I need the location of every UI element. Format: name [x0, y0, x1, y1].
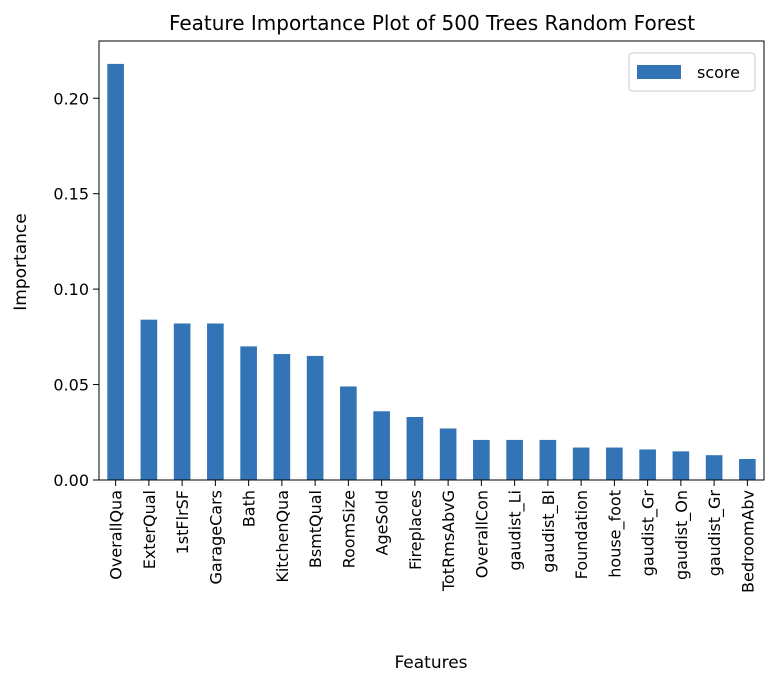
- bar-1: [140, 319, 158, 480]
- legend: score: [628, 52, 756, 92]
- x-tick-label-18: gaudist_Gr: [705, 490, 725, 577]
- x-tick-label-11: OverallCon: [472, 490, 491, 578]
- x-tick-label-16: gaudist_Gr: [639, 490, 659, 577]
- bar-7: [340, 386, 357, 480]
- bar-13: [539, 439, 557, 480]
- bar-19: [739, 459, 756, 480]
- x-tick-label-7: RoomSize: [339, 490, 358, 568]
- x-tick-label-3: GarageCars: [206, 490, 225, 584]
- bar-0: [107, 63, 124, 481]
- x-tick-label-10: TotRmsAbvG: [439, 490, 458, 592]
- x-tick-label-2: 1stFlrSF: [173, 490, 192, 554]
- x-tick-label-9: Fireplaces: [406, 490, 425, 570]
- x-axis: OverallQua ExterQual 1stFlrSF GarageCars Bat…: [107, 480, 757, 593]
- chart-title: Feature Importance Plot of 500 Trees Ran…: [169, 11, 695, 35]
- y-tick-label-4: 0.20: [53, 89, 89, 108]
- bar-14: [572, 447, 590, 480]
- y-tick-label-0: 0.00: [53, 471, 89, 490]
- bar-6: [306, 355, 324, 480]
- x-tick-label-5: KitchenQua: [273, 490, 292, 583]
- y-axis-label: Importance: [11, 213, 31, 310]
- bar-16: [639, 449, 656, 480]
- bar-17: [672, 451, 690, 480]
- bar-18: [705, 455, 723, 480]
- bar-11: [473, 439, 490, 480]
- y-tick-label-1: 0.05: [53, 376, 89, 395]
- bar-10: [439, 428, 457, 480]
- bars-group: [107, 63, 756, 481]
- x-tick-label-0: OverallQua: [107, 490, 126, 580]
- x-tick-label-13: gaudist_Bl: [539, 490, 559, 573]
- y-axis: 0.00 0.05 0.10 0.15 0.20: [53, 89, 99, 490]
- x-tick-label-14: Foundation: [572, 490, 591, 579]
- bar-2: [173, 323, 191, 480]
- plot-frame: [98, 40, 765, 481]
- bar-5: [273, 354, 291, 480]
- x-tick-label-1: ExterQual: [140, 490, 159, 569]
- bar-9: [406, 417, 424, 480]
- x-tick-label-15: house_foot: [605, 490, 625, 578]
- x-tick-label-12: gaudist_Li: [506, 490, 526, 571]
- legend-box: [628, 52, 756, 92]
- legend-label-score: score: [697, 63, 740, 82]
- x-tick-label-6: BsmtQual: [306, 490, 325, 568]
- bar-8: [373, 411, 390, 480]
- x-tick-label-4: Bath: [240, 490, 259, 527]
- x-tick-label-8: AgeSold: [373, 490, 392, 556]
- legend-swatch-score: [637, 65, 681, 79]
- bar-4: [240, 346, 257, 480]
- x-axis-label: Features: [394, 653, 467, 673]
- bar-15: [606, 447, 623, 480]
- y-tick-label-2: 0.10: [53, 280, 89, 299]
- x-tick-label-19: BedroomAbv: [738, 490, 757, 593]
- bar-12: [506, 439, 523, 480]
- bar-3: [207, 323, 224, 480]
- y-tick-label-3: 0.15: [53, 185, 89, 204]
- x-tick-label-17: gaudist_On: [672, 490, 692, 580]
